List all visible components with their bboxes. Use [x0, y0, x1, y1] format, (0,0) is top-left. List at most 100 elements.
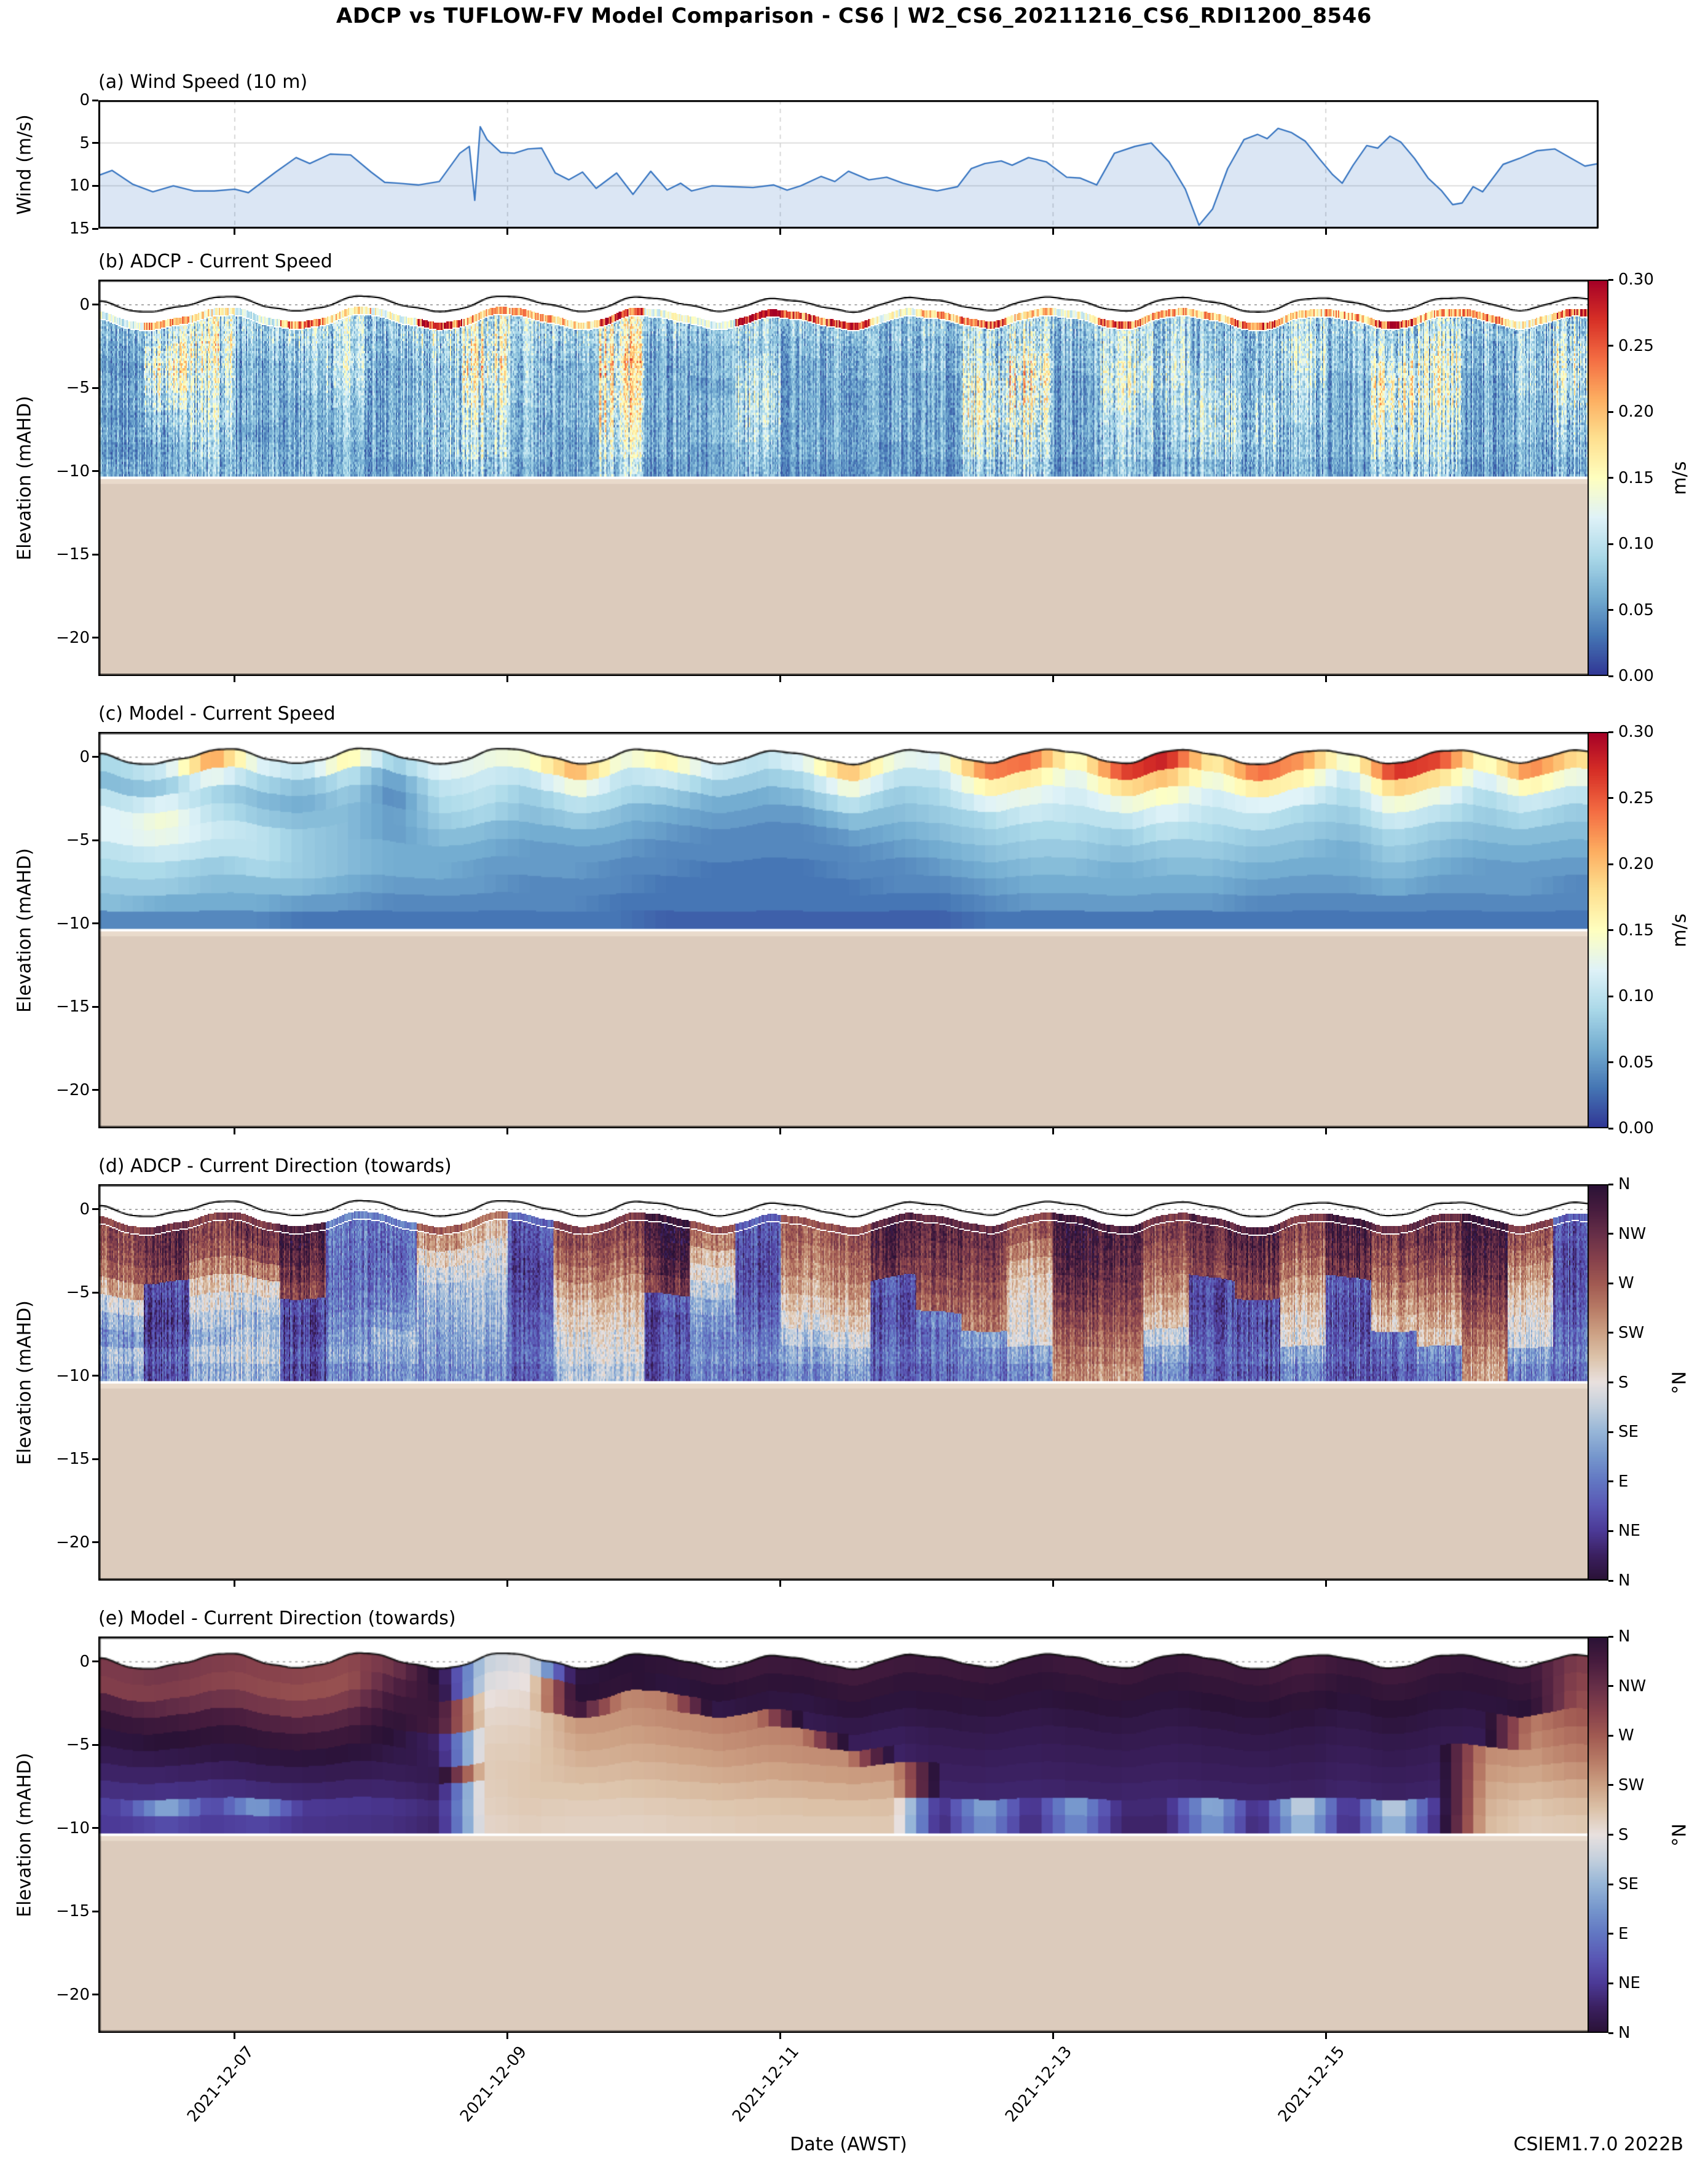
colorbar-tick-mark — [1608, 1685, 1613, 1688]
x-tick-mark — [234, 676, 236, 682]
colorbar-tick-mark — [1608, 1883, 1613, 1885]
colorbar-tick-mark — [1608, 1183, 1613, 1185]
x-tick-label: 2021-12-09 — [456, 2043, 530, 2126]
colorbar-tick-label: SE — [1618, 1875, 1639, 1894]
y-tick-label: 0 — [79, 91, 90, 109]
y-tick-label: −20 — [56, 1985, 90, 2004]
colorbar-tick-mark — [1608, 797, 1613, 799]
y-tick-label: 0 — [79, 1652, 90, 1671]
wind-speed-plot-canvas — [98, 100, 1599, 229]
colorbar-tick-label: NE — [1618, 1974, 1640, 1993]
figure-title: ADCP vs TUFLOW-FV Model Comparison - CS6… — [336, 4, 1372, 28]
y-tick-label: −20 — [56, 1533, 90, 1552]
colorbar-tick-label: N — [1618, 1627, 1631, 1646]
colorbar-tick-label: 0.00 — [1618, 667, 1654, 685]
y-tick-label: 5 — [79, 133, 90, 152]
x-tick-label: 2021-12-11 — [729, 2043, 803, 2126]
colorbar-tick-mark — [1608, 411, 1613, 413]
colorbar-tick-label: S — [1618, 1373, 1629, 1392]
y-tick-mark — [92, 922, 98, 925]
colorbar-tick-mark — [1608, 995, 1613, 997]
colorbar-tick-label: SW — [1618, 1323, 1645, 1342]
x-tick-mark — [779, 1581, 782, 1587]
colorbar-tick-label: W — [1618, 1726, 1634, 1745]
x-tick-mark — [506, 1581, 509, 1587]
y-tick-mark — [92, 1994, 98, 1996]
c-heatmap-panel — [98, 732, 1599, 1128]
x-tick-mark — [1324, 1581, 1327, 1587]
y-tick-label: −15 — [56, 545, 90, 564]
colorbar-tick-mark — [1608, 1061, 1613, 1063]
panel-a-ylabel: Wind (m/s) — [14, 114, 36, 215]
y-tick-mark — [92, 1827, 98, 1829]
colorbar-tick-label: 0.25 — [1618, 336, 1654, 355]
y-tick-mark — [92, 1660, 98, 1663]
colorbar-tick-mark — [1608, 1233, 1613, 1235]
y-tick-mark — [92, 142, 98, 144]
d-heatmap-panel — [98, 1184, 1599, 1581]
colorbar-tick-mark — [1608, 929, 1613, 931]
y-tick-mark — [92, 637, 98, 639]
y-tick-mark — [92, 553, 98, 556]
y-tick-label: −15 — [56, 1902, 90, 1921]
y-tick-mark — [92, 1743, 98, 1746]
colorbar-tick-mark — [1608, 1635, 1613, 1638]
x-tick-mark — [1052, 1128, 1054, 1134]
x-tick-mark — [234, 2033, 236, 2039]
y-tick-label: −10 — [56, 1818, 90, 1837]
x-tick-mark — [779, 2033, 782, 2039]
colorbar-tick-label: W — [1618, 1274, 1634, 1293]
colorbar-tick-label: E — [1618, 1472, 1629, 1491]
c-colorbar — [1588, 732, 1608, 1128]
colorbar-tick-label: 0.15 — [1618, 921, 1654, 940]
x-tick-mark — [506, 229, 509, 235]
y-tick-mark — [92, 387, 98, 389]
x-tick-mark — [234, 1581, 236, 1587]
x-tick-mark — [234, 229, 236, 235]
colorbar-tick-mark — [1608, 1734, 1613, 1737]
colorbar-tick-label: 0.05 — [1618, 600, 1654, 619]
colorbar-tick-mark — [1608, 675, 1613, 677]
x-axis-label: Date (AWST) — [790, 2134, 907, 2155]
c-colorbar-canvas — [1588, 732, 1608, 1128]
colorbar-tick-mark — [1608, 1381, 1613, 1383]
y-tick-label: 15 — [69, 219, 90, 238]
y-tick-mark — [92, 99, 98, 101]
colorbar-tick-label: S — [1618, 1825, 1629, 1844]
y-tick-mark — [92, 839, 98, 841]
colorbar-unit-label: °N — [1669, 1823, 1691, 1847]
y-tick-mark — [92, 227, 98, 230]
colorbar-tick-mark — [1608, 1127, 1613, 1130]
colorbar-unit-label: °N — [1669, 1370, 1691, 1394]
colorbar-tick-label: SW — [1618, 1775, 1645, 1794]
colorbar-tick-label: 0.30 — [1618, 270, 1654, 289]
b-heatmap-canvas — [98, 280, 1599, 676]
x-tick-mark — [779, 1128, 782, 1134]
colorbar-tick-mark — [1608, 609, 1613, 611]
e-heatmap-canvas — [98, 1637, 1599, 2033]
x-tick-mark — [1324, 2033, 1327, 2039]
colorbar-tick-label: 0.10 — [1618, 535, 1654, 553]
colorbar-tick-label: 0.05 — [1618, 1053, 1654, 1072]
panel-e-title: (e) Model - Current Direction (towards) — [98, 1608, 456, 1629]
x-tick-label: 2021-12-13 — [1002, 2043, 1076, 2126]
y-tick-mark — [92, 184, 98, 187]
b-heatmap-panel — [98, 280, 1599, 676]
x-tick-label: 2021-12-07 — [183, 2043, 258, 2126]
colorbar-tick-mark — [1608, 278, 1613, 281]
x-tick-mark — [1052, 2033, 1054, 2039]
colorbar-tick-label: N — [1618, 1571, 1631, 1590]
colorbar-tick-mark — [1608, 1332, 1613, 1334]
y-tick-mark — [92, 470, 98, 473]
d-heatmap-canvas — [98, 1184, 1599, 1581]
y-tick-mark — [92, 1375, 98, 1377]
colorbar-tick-mark — [1608, 1282, 1613, 1284]
colorbar-tick-label: 0.25 — [1618, 788, 1654, 808]
y-tick-label: 0 — [79, 1200, 90, 1219]
y-tick-label: 10 — [69, 176, 90, 195]
colorbar-tick-label: 0.10 — [1618, 987, 1654, 1005]
x-tick-label: 2021-12-15 — [1275, 2043, 1349, 2126]
y-tick-mark — [92, 304, 98, 306]
colorbar-tick-mark — [1608, 1933, 1613, 1935]
panel-a-title: (a) Wind Speed (10 m) — [98, 71, 308, 93]
